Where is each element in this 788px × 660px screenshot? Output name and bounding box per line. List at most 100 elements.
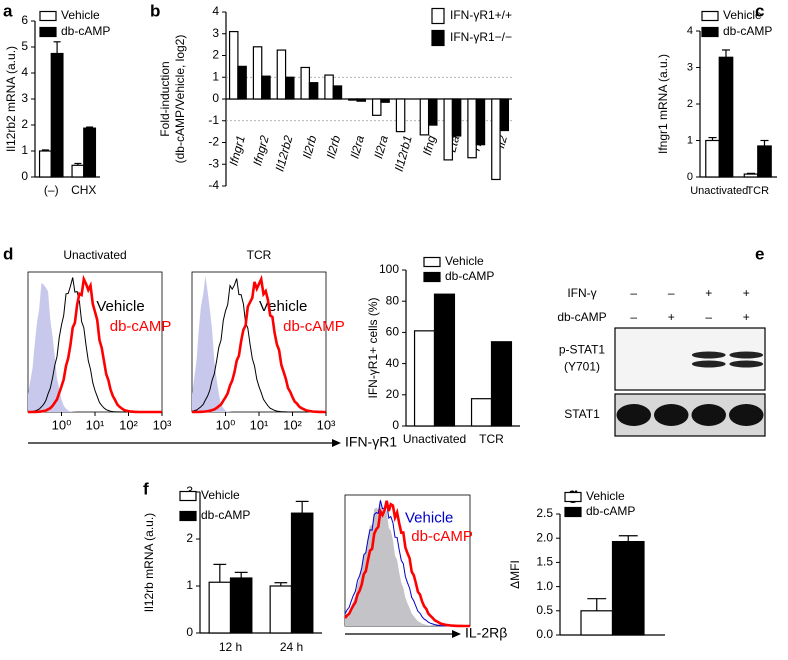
- legend-label: Vehicle: [723, 8, 762, 22]
- y-tick-label: -3: [208, 156, 219, 170]
- blot-band: [691, 351, 726, 359]
- panel-letter: e: [755, 244, 764, 263]
- panel-letter: f: [143, 479, 149, 498]
- y-tick-label: 80: [386, 293, 400, 307]
- legend-swatch: [423, 271, 441, 283]
- bar: [499, 98, 510, 132]
- bar: [395, 98, 406, 133]
- legend-swatch: [564, 506, 582, 518]
- blot-band: [654, 404, 689, 426]
- treatment-sign: –: [630, 286, 637, 300]
- blot-label: p-STAT1: [559, 343, 606, 357]
- legend-swatch: [179, 510, 197, 522]
- bar: [38, 150, 52, 178]
- y-tick-label: 1: [21, 143, 28, 157]
- legend-label: db-cAMP: [201, 508, 250, 522]
- curve-label: db-cAMP: [283, 318, 345, 335]
- arrow-head: [452, 630, 461, 638]
- x-tick-label: 10¹: [250, 417, 269, 432]
- legend-swatch: [431, 7, 445, 25]
- blot-band: [691, 360, 726, 368]
- legend-swatch: [701, 10, 719, 22]
- y-tick-label: 0: [212, 91, 219, 105]
- treatment-sign: +: [705, 286, 712, 300]
- x-tick-label: TCR: [746, 185, 769, 197]
- panel-letter: a: [3, 1, 13, 20]
- bar: [413, 330, 436, 427]
- bar: [290, 512, 314, 634]
- x-tick-label: 10³: [153, 417, 172, 432]
- bar: [284, 76, 295, 100]
- row-label: db-cAMP: [557, 310, 606, 324]
- y-tick-label: 1.0: [536, 579, 553, 593]
- blot-band: [616, 404, 651, 426]
- bar: [427, 98, 438, 126]
- bar: [348, 98, 358, 101]
- bar: [705, 139, 720, 178]
- y-tick-label: 100: [379, 262, 399, 276]
- y-tick-label: 1: [186, 578, 193, 592]
- bar: [237, 65, 247, 100]
- panel-letter: c: [755, 1, 764, 20]
- bar: [229, 577, 253, 634]
- histogram-curve: [192, 274, 326, 414]
- treatment-sign: +: [743, 310, 750, 324]
- curve-label: db-cAMP: [110, 318, 172, 335]
- bar: [433, 293, 456, 427]
- panel-letter: d: [3, 244, 13, 263]
- bar: [356, 98, 367, 102]
- y-tick-label: 0: [186, 625, 193, 639]
- legend-label: Vehicle: [61, 8, 100, 22]
- x-tick-label: Il2ra: [347, 134, 367, 160]
- y-tick-label: 3: [212, 26, 219, 40]
- panel-letter: b: [150, 1, 160, 20]
- bar: [276, 49, 287, 100]
- histogram-curve: [343, 500, 470, 628]
- treatment-sign: –: [705, 310, 712, 324]
- x-tick-label: Il12rb1: [392, 134, 415, 173]
- x-tick-label: Ifngr1: [226, 134, 247, 167]
- treatment-sign: +: [668, 310, 675, 324]
- legend-label: Vehicle: [201, 488, 240, 502]
- y-tick-label: 2: [687, 98, 693, 110]
- x-tick-label: 10²: [283, 417, 302, 432]
- bar: [300, 66, 311, 100]
- bar: [371, 98, 382, 116]
- curve-label: Vehicle: [96, 298, 144, 315]
- y-axis-label: ΔMFI: [508, 560, 522, 589]
- blot-band: [691, 404, 726, 426]
- y-tick-label: 4: [687, 25, 693, 37]
- y-axis-label: Ifngr1 mRNA (a.u.): [656, 54, 670, 154]
- bar: [470, 398, 493, 427]
- blot-label: STAT1: [564, 407, 600, 421]
- y-tick-label: 0: [21, 169, 28, 183]
- legend-swatch: [179, 490, 197, 502]
- row-label: IFN-γ: [567, 286, 596, 300]
- y-axis-label: Il12rb mRNA (a.u.): [142, 513, 156, 612]
- bar: [611, 540, 645, 636]
- bar: [332, 85, 343, 100]
- legend-swatch: [423, 256, 441, 268]
- y-tick-label: 0.0: [536, 627, 553, 641]
- y-tick-label: 1: [687, 134, 693, 146]
- x-tick-label: 24 h: [280, 640, 303, 654]
- x-tick-label: 10³: [317, 417, 336, 432]
- x-tick-label: Il2rb: [300, 134, 320, 160]
- bar: [324, 74, 334, 100]
- y-axis-label: Il12rb2 mRNA (a.u.): [4, 46, 18, 152]
- bar: [475, 98, 486, 146]
- bar: [50, 52, 64, 178]
- treatment-sign: –: [668, 286, 675, 300]
- legend-label: Vehicle: [586, 489, 625, 503]
- legend-label: db-cAMP: [586, 504, 635, 518]
- bar: [228, 30, 239, 100]
- x-tick-label: Il12rb2: [273, 134, 296, 173]
- curve-label: Vehicle: [259, 298, 307, 315]
- x-tick-label: 10²: [119, 417, 138, 432]
- bar: [757, 145, 772, 178]
- y-tick-label: 1.5: [536, 555, 553, 569]
- histogram-curve: [191, 278, 326, 413]
- bar: [419, 98, 430, 136]
- y-tick-label: 3: [21, 91, 28, 105]
